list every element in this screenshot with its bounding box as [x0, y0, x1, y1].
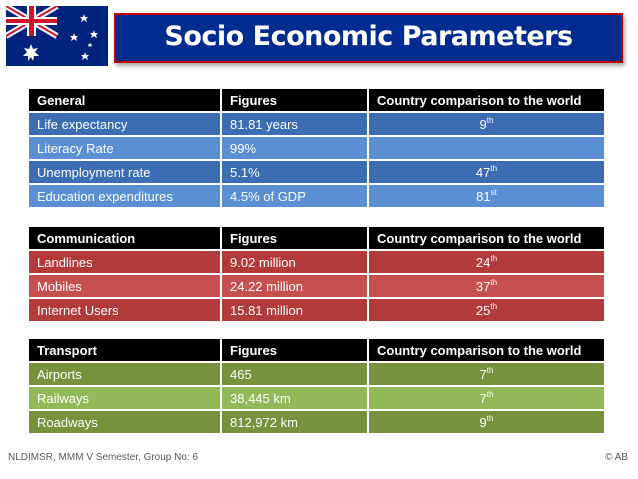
- row-label: Life expectancy: [29, 113, 220, 135]
- footer-credit: NLDIMSR, MMM V Semester, Group No: 6: [8, 452, 199, 463]
- row-figure: 465: [220, 363, 367, 385]
- row-rank: 37th: [367, 275, 604, 297]
- table-row: Literacy Rate 99%: [29, 137, 604, 159]
- row-label: Unemployment rate: [29, 161, 220, 183]
- row-rank: 7th: [367, 363, 604, 385]
- row-figure: 4.5% of GDP: [220, 185, 367, 207]
- title-banner: Socio Economic Parameters: [114, 13, 623, 63]
- table-header-row: General Figures Country comparison to th…: [29, 89, 604, 111]
- table-row: Unemployment rate 5.1% 47th: [29, 161, 604, 183]
- table-header-row: Communication Figures Country comparison…: [29, 227, 604, 249]
- row-rank: 7th: [367, 387, 604, 409]
- row-rank: [367, 137, 604, 159]
- header-figures: Figures: [220, 339, 367, 361]
- communication-table: Communication Figures Country comparison…: [29, 225, 604, 323]
- row-figure: 15.81 million: [220, 299, 367, 321]
- row-rank: 47th: [367, 161, 604, 183]
- table-header-row: Transport Figures Country comparison to …: [29, 339, 604, 361]
- table-row: Mobiles 24.22 million 37th: [29, 275, 604, 297]
- table-row: Life expectancy 81.81 years 9th: [29, 113, 604, 135]
- row-label: Mobiles: [29, 275, 220, 297]
- header-comparison: Country comparison to the world: [367, 339, 604, 361]
- header-category: Communication: [29, 227, 220, 249]
- header-comparison: Country comparison to the world: [367, 227, 604, 249]
- table-row: Education expenditures 4.5% of GDP 81st: [29, 185, 604, 207]
- table-row: Roadways 812,972 km 9th: [29, 411, 604, 433]
- header-figures: Figures: [220, 227, 367, 249]
- table-row: Landlines 9.02 million 24th: [29, 251, 604, 273]
- footer-copyright: © AB: [605, 452, 628, 463]
- row-label: Education expenditures: [29, 185, 220, 207]
- row-rank: 25th: [367, 299, 604, 321]
- row-rank: 24th: [367, 251, 604, 273]
- row-figure: 99%: [220, 137, 367, 159]
- row-label: Roadways: [29, 411, 220, 433]
- row-figure: 812,972 km: [220, 411, 367, 433]
- row-label: Internet Users: [29, 299, 220, 321]
- header-figures: Figures: [220, 89, 367, 111]
- row-rank: 9th: [367, 411, 604, 433]
- row-figure: 9.02 million: [220, 251, 367, 273]
- row-rank: 9th: [367, 113, 604, 135]
- row-figure: 5.1%: [220, 161, 367, 183]
- row-label: Landlines: [29, 251, 220, 273]
- header-comparison: Country comparison to the world: [367, 89, 604, 111]
- table-row: Railways 38,445 km 7th: [29, 387, 604, 409]
- row-label: Airports: [29, 363, 220, 385]
- row-rank: 81st: [367, 185, 604, 207]
- row-label: Railways: [29, 387, 220, 409]
- row-figure: 81.81 years: [220, 113, 367, 135]
- general-table: General Figures Country comparison to th…: [29, 87, 604, 209]
- table-row: Internet Users 15.81 million 25th: [29, 299, 604, 321]
- header-category: General: [29, 89, 220, 111]
- table-row: Airports 465 7th: [29, 363, 604, 385]
- row-label: Literacy Rate: [29, 137, 220, 159]
- row-figure: 24.22 million: [220, 275, 367, 297]
- row-figure: 38,445 km: [220, 387, 367, 409]
- header-category: Transport: [29, 339, 220, 361]
- page-title: Socio Economic Parameters: [164, 21, 573, 52]
- transport-table: Transport Figures Country comparison to …: [29, 337, 604, 435]
- australia-flag: [6, 6, 108, 66]
